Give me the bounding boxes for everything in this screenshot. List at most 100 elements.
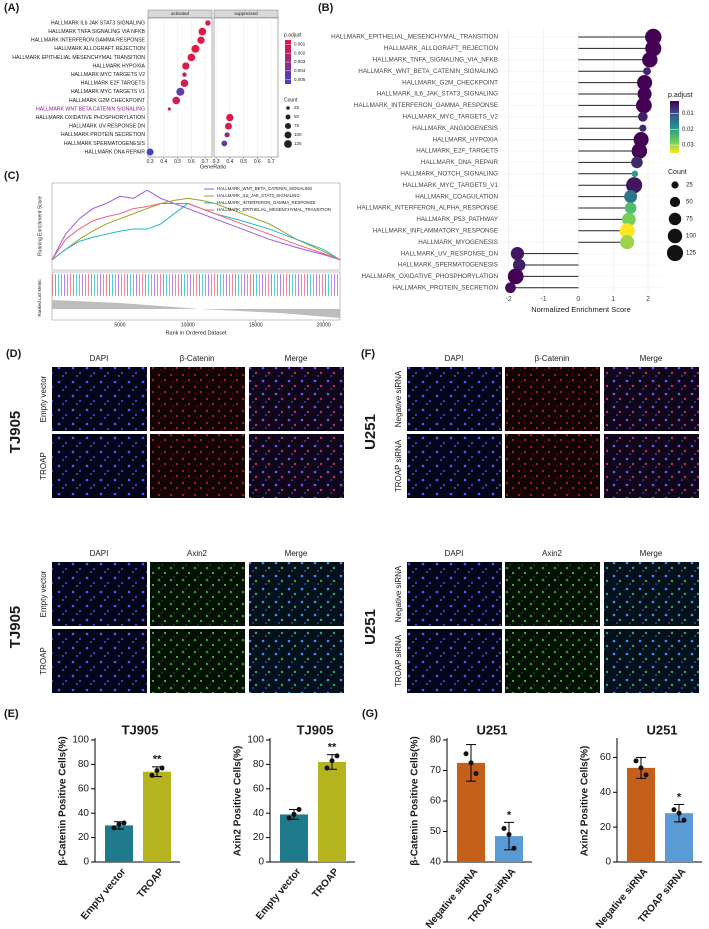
data-point [154,768,160,773]
x-tick-label: 15000 [249,322,263,328]
term-label: HALLMARK_PROTEIN_SECRETION [392,284,498,291]
dot [639,124,647,132]
data-point [463,751,469,757]
y-tick-label: 100 [247,735,264,746]
x-tick-label: TROAP [135,866,166,900]
legend-title: p.adjust [668,92,693,99]
micrograph [604,367,699,431]
x-tick-label: 0.4 [226,159,233,165]
term-label: HALLMARK_DNA_REPAIR [421,159,499,166]
y-tick-label: 0 [605,857,611,868]
size-key [284,122,292,130]
size-key [669,196,681,208]
term-label: HALLMARK MYC TARGETS V1 [71,89,145,95]
term-label: HALLMARK_IL6_JAK_STAT3_SIGNALING [377,91,498,98]
facet-label: suppressed [234,11,258,16]
row-label: Negative siRNA [394,370,403,427]
dot [626,177,643,194]
y-tick-label: 60 [430,796,442,807]
row-label: Negative siRNA [394,565,403,622]
column-header: β-Catenin [535,354,570,363]
term-label: HALLMARK_TNFA_SIGNALING_VIA_NFKB [373,56,498,63]
term-label: HALLMARK_G2M_CHECKPOINT [402,79,498,86]
term-label: HALLMARK_COAGULATION [415,193,498,200]
data-point [334,753,340,759]
dot [620,235,635,250]
dot [191,44,200,53]
row-label: Empty vector [39,570,48,617]
column-header: β-Catenin [180,354,215,363]
colorbar-label: 0.002 [294,50,306,55]
term-label: HALLMARK HYPOXIA [93,63,146,69]
size-label: 25 [686,183,693,189]
size-label: 50 [294,114,300,119]
term-label: HALLMARK ALLOGRAFT REJECTION [54,46,145,52]
chart-title: U251 [476,722,507,737]
micrograph [150,434,245,498]
size-key [286,106,290,110]
micrograph [52,629,147,693]
term-label: HALLMARK MYC TARGETS V2 [71,72,145,78]
micrograph [604,562,699,626]
legend-label: HALLMARK_INTERFERON_GAMMA_RESPONSE [217,200,316,205]
term-label: HALLMARK_P53_PATHWAY [416,216,498,223]
dot [622,212,636,227]
size-key [666,244,684,262]
term-label: HALLMARK_MYC_TARGETS_V1 [403,182,499,189]
y-axis-label: Axin2 Positive Cells(%) [580,746,591,857]
size-label: 25 [294,105,300,110]
size-key [284,140,292,148]
cell-line-label: U251 [362,414,379,450]
significance: ** [328,742,337,754]
dot [182,72,187,77]
panel-label: (C) [4,170,20,182]
data-point [671,807,677,813]
colorbar-label: 0.005 [294,77,306,82]
micrograph [505,367,600,431]
colorbar [670,101,679,153]
data-point [149,772,155,778]
term-label: HALLMARK PROTEIN SECRETION [61,132,145,138]
term-label: HALLMARK_NOTCH_SIGNALING [400,170,498,177]
x-tick-label: 0.6 [188,159,195,165]
term-label: HALLMARK_MYC_TARGETS_V2 [403,113,499,120]
micrograph [604,434,699,498]
x-axis-label: GeneRatio [200,164,226,170]
bar [143,771,171,862]
cell-line-label: U251 [362,609,379,645]
dot [645,28,662,46]
colorbar-label: 0.01 [682,111,694,117]
column-header: DAPI [445,549,464,558]
y-tick-label: 50 [430,826,442,837]
es-line [51,202,341,261]
term-label: HALLMARK_INFLAMMATORY_RESPONSE [373,227,498,234]
panel-label: (A) [4,2,20,14]
es-line [51,197,341,261]
term-label: HALLMARK_MYOGENESIS [418,239,498,246]
y-tick-label: 20 [78,832,90,843]
significance: * [507,809,512,821]
data-point [116,821,122,827]
legend-title: Count [668,169,687,176]
x-tick-label: 0.5 [240,159,247,165]
x-tick-label: 1 [611,296,615,303]
bar [105,825,133,862]
chart-title: TJ905 [122,722,159,737]
x-tick-label: 2 [646,296,650,303]
y-axis-label: β-Catenin Positive Cells(%) [58,736,69,865]
y-tick-label: 40 [253,808,265,819]
micrograph [150,562,245,626]
y-tick-label: 80 [430,735,442,746]
x-tick-label: 10000 [181,322,195,328]
cell-line-label: TJ905 [7,606,24,649]
data-point [633,758,639,764]
term-label: HALLMARK_HYPOXIA [433,136,499,143]
data-point [111,825,117,831]
micrograph [249,434,344,498]
y-axis-label: Axin2 Positive Cells(%) [233,746,244,857]
x-tick-label: 0.7 [202,159,209,165]
panel-label: (F) [361,348,375,360]
x-tick-label: 20000 [317,322,331,328]
data-point [296,807,302,813]
y-tick-label: 80 [253,759,265,770]
